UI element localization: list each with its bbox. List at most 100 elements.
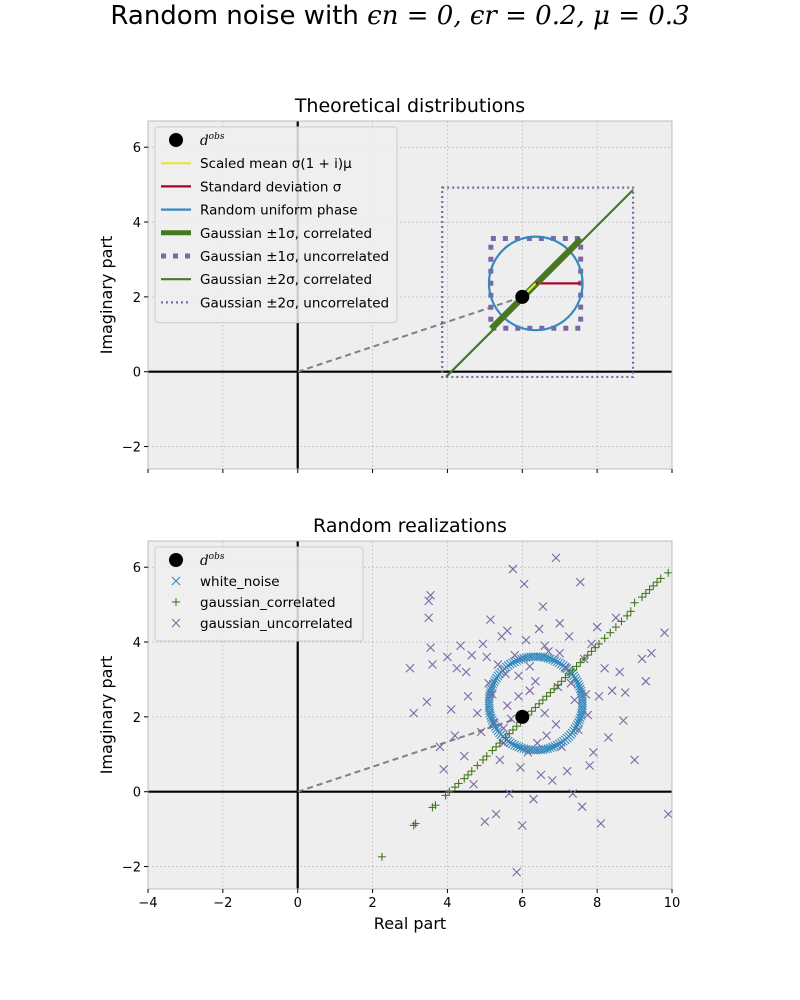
gaussian-correlated-marker: [553, 681, 562, 690]
gaussian-correlated-marker: [467, 767, 476, 776]
y-tick-label: −2: [122, 861, 141, 876]
white-noise-marker: [486, 713, 496, 723]
gaussian-uncorrelated-marker: [663, 809, 672, 819]
gaussian-correlated-marker: [583, 651, 592, 660]
x-tick-label: 10: [664, 896, 681, 911]
gaussian-uncorrelated-marker: [467, 650, 477, 660]
gaussian-uncorrelated-marker: [476, 727, 486, 737]
x-tick-label: 4: [443, 896, 451, 911]
legend-label: Standard deviation σ: [200, 179, 342, 195]
gaussian-correlated-marker: [409, 821, 418, 830]
axes-frame: [147, 540, 673, 890]
gaussian-uncorrelated-marker: [443, 652, 452, 662]
white-noise-marker: [575, 715, 584, 725]
y-tick-label: 0: [133, 786, 141, 801]
legend-item: Gaussian ±2σ, uncorrelated: [161, 295, 389, 311]
y-tick-label: 2: [133, 711, 141, 726]
gaussian-uncorrelated-marker: [529, 794, 538, 804]
figure-suptitle: Random noise with ϵn = 0, ϵr = 0.2, μ = …: [110, 1, 689, 31]
random-uniform-phase-circle: [487, 235, 584, 332]
gaussian-correlated-marker: [482, 752, 491, 761]
x-tick-label: −4: [138, 896, 157, 911]
gaussian-uncorrelated-marker: [641, 676, 651, 686]
gaussian-uncorrelated-marker: [630, 755, 639, 765]
white-noise-marker: [490, 675, 500, 685]
legend-label: dobs: [200, 132, 225, 149]
gaussian-uncorrelated-marker: [495, 755, 505, 765]
y-axis-label: Imaginary part: [97, 656, 116, 775]
white-noise-marker: [489, 720, 499, 730]
gaussian-uncorrelated-marker: [446, 704, 456, 714]
gaussian-correlated-marker: [630, 598, 639, 607]
legend-item: gaussian_uncorrelated: [171, 616, 353, 632]
uncorrelated-2sigma-box: [441, 186, 635, 379]
gaussian-uncorrelated-marker: [647, 648, 656, 658]
gaussian-correlated-marker: [546, 688, 555, 697]
gaussian-uncorrelated-marker: [463, 691, 473, 701]
gaussian-correlated-marker: [576, 658, 585, 667]
gaussian-uncorrelated-marker: [487, 690, 497, 699]
y-axis-label: Imaginary part: [97, 236, 116, 355]
gaussian-correlated-marker: [431, 801, 440, 810]
gaussian-correlated-marker: [411, 819, 420, 828]
white-noise-marker: [575, 682, 584, 692]
gaussian-uncorrelated-marker: [523, 748, 533, 757]
gaussian-correlated-marker: [473, 761, 482, 770]
white-noise-marker: [552, 740, 562, 750]
gaussian-correlated-marker: [495, 739, 504, 748]
gaussian-uncorrelated-marker: [517, 820, 527, 830]
gaussian-uncorrelated-marker: [506, 714, 516, 724]
gaussian-correlated-marker: [641, 589, 650, 598]
legend-frame: [154, 546, 364, 642]
gaussian-uncorrelated-marker: [499, 723, 508, 733]
gaussian-correlated-marker: [626, 607, 635, 616]
gaussian-uncorrelated-marker: [452, 663, 462, 673]
gaussian-uncorrelated-marker: [469, 779, 479, 789]
gaussian-uncorrelated-marker: [544, 646, 553, 656]
gaussian-uncorrelated-marker: [542, 731, 552, 740]
legend-item: gaussian_correlated: [172, 595, 336, 611]
gaussian-uncorrelated-marker: [596, 819, 606, 828]
white-noise-marker: [510, 657, 519, 667]
white-noise-marker: [576, 686, 586, 696]
gaussian-correlated-marker: [460, 774, 469, 783]
gaussian-uncorrelated-marker: [538, 602, 548, 611]
gaussian-uncorrelated-marker: [592, 622, 602, 632]
gaussian-correlated-marker: [561, 673, 570, 682]
gaussian-correlated-marker: [538, 696, 547, 705]
gaussian-uncorrelated-marker: [484, 678, 493, 688]
gaussian-uncorrelated-marker: [435, 742, 445, 752]
legend-item: Standard deviation σ: [161, 179, 342, 195]
gaussian-uncorrelated-marker: [450, 731, 460, 740]
gaussian-uncorrelated-marker: [409, 708, 419, 718]
gaussian-correlated-marker: [464, 770, 473, 779]
gaussian-uncorrelated-marker: [525, 686, 535, 696]
gaussian-uncorrelated-marker: [482, 652, 492, 662]
gaussian-uncorrelated-marker: [660, 628, 669, 638]
gaussian-correlated-marker: [595, 639, 604, 648]
gaussian-correlated-marker: [653, 578, 662, 587]
y-tick-label: 6: [133, 141, 141, 156]
gaussian-uncorrelated-marker: [594, 691, 604, 701]
gaussian-correlated-marker: [611, 623, 620, 632]
legend-item: white_noise: [171, 574, 280, 590]
gaussian-correlated-marker: [531, 703, 540, 712]
legend-label: Gaussian ±1σ, correlated: [200, 226, 372, 242]
gaussian-uncorrelated-marker: [516, 762, 525, 772]
gaussian-uncorrelated-marker: [521, 635, 531, 645]
gaussian-uncorrelated-marker: [574, 725, 583, 735]
gaussian-uncorrelated-marker: [603, 733, 613, 742]
gaussian-uncorrelated-marker: [491, 809, 501, 819]
y-tick-label: 4: [133, 636, 141, 651]
gaussian-correlated-marker: [542, 692, 551, 701]
gaussian-correlated-marker: [568, 666, 577, 675]
gaussian-correlated-marker: [623, 611, 632, 620]
gaussian-correlated-marker: [638, 593, 647, 602]
gaussian-uncorrelated-marker: [512, 867, 522, 877]
gaussian-uncorrelated-marker: [568, 789, 578, 798]
gaussian-uncorrelated-marker: [611, 613, 621, 623]
white-noise-marker: [488, 718, 498, 727]
gaussian-uncorrelated-marker: [525, 661, 535, 671]
gaussian-uncorrelated-marker: [456, 641, 465, 651]
